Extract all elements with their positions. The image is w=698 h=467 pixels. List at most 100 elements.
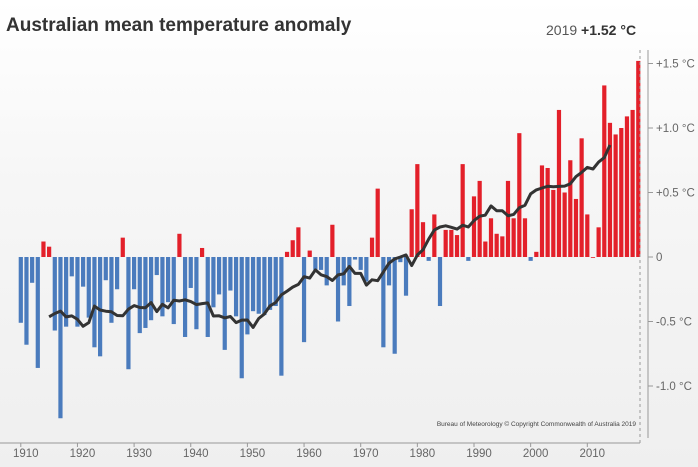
y-tick-label: +1.0 °C bbox=[656, 123, 695, 135]
bar-1918 bbox=[64, 257, 69, 327]
x-tick-label: 1910 bbox=[13, 448, 39, 460]
x-tick-label: 1960 bbox=[296, 448, 322, 460]
bar-1923 bbox=[92, 257, 97, 348]
bar-1951 bbox=[250, 257, 256, 312]
bar-1966 bbox=[335, 257, 341, 322]
bar-1944 bbox=[211, 257, 216, 308]
bar-2001 bbox=[534, 251, 539, 257]
x-axis-ticks: 1910 1920 1930 1940 1950 1960 1970 1980 1990 2000… bbox=[13, 443, 605, 460]
bar-1989 bbox=[466, 257, 471, 261]
bar-1973 bbox=[375, 188, 380, 257]
bar-1988 bbox=[460, 164, 465, 257]
bar-1992 bbox=[483, 241, 488, 257]
bar-2000 bbox=[528, 257, 533, 261]
bar-2012 bbox=[596, 227, 601, 257]
bar-1933 bbox=[148, 257, 154, 321]
credit-text: Bureau of Meteorology © Copyright Common… bbox=[437, 420, 637, 428]
bar-1927 bbox=[115, 257, 120, 290]
bar-1964 bbox=[324, 257, 329, 286]
bar-1932 bbox=[143, 257, 148, 328]
bar-1953 bbox=[262, 257, 267, 316]
bar-1921 bbox=[81, 257, 86, 287]
x-tick-label: 2010 bbox=[580, 448, 606, 460]
bar-1974 bbox=[381, 257, 386, 348]
bar-1955 bbox=[273, 257, 278, 307]
bar-1963 bbox=[318, 257, 324, 270]
bar-2002 bbox=[539, 165, 545, 257]
x-tick-label: 1940 bbox=[183, 448, 209, 460]
bar-1915 bbox=[47, 246, 52, 257]
bars bbox=[18, 60, 641, 419]
bar-1986 bbox=[449, 229, 454, 257]
bar-2019 bbox=[636, 60, 641, 257]
latest-anomaly: +1.52 °C bbox=[581, 22, 637, 38]
x-tick-label: 1970 bbox=[353, 448, 379, 460]
bar-1975 bbox=[386, 257, 392, 286]
bar-1945 bbox=[216, 257, 222, 295]
bar-1967 bbox=[341, 257, 346, 286]
bar-1914 bbox=[41, 241, 46, 257]
bar-1950 bbox=[245, 257, 250, 335]
bar-2017 bbox=[624, 116, 630, 257]
bar-1928 bbox=[120, 237, 125, 257]
bar-1984 bbox=[437, 257, 443, 307]
bar-1958 bbox=[290, 240, 295, 257]
bar-1971 bbox=[364, 257, 369, 282]
bar-2016 bbox=[619, 128, 624, 257]
bar-1980 bbox=[415, 164, 420, 257]
latest-year: 2019 bbox=[546, 22, 578, 38]
x-tick-label: 1920 bbox=[70, 448, 96, 460]
bar-2008 bbox=[573, 198, 579, 257]
bar-1938 bbox=[177, 233, 182, 257]
bar-2003 bbox=[545, 167, 550, 257]
bar-1917 bbox=[58, 257, 63, 419]
bar-1952 bbox=[256, 257, 261, 314]
bar-1936 bbox=[165, 257, 171, 303]
bar-1937 bbox=[171, 257, 176, 325]
bar-1997 bbox=[511, 218, 516, 257]
y-tick-label: -1.0 °C bbox=[656, 381, 692, 393]
y-tick-label: 0 bbox=[656, 252, 662, 264]
bar-1968 bbox=[347, 257, 352, 307]
bar-1941 bbox=[194, 257, 199, 330]
bar-1965 bbox=[330, 224, 335, 257]
bar-1959 bbox=[296, 227, 301, 257]
bar-1979 bbox=[409, 209, 414, 257]
bar-1981 bbox=[420, 222, 426, 257]
latest-value-readout: 2019 +1.52 °C bbox=[546, 22, 636, 38]
x-tick-label: 1930 bbox=[126, 448, 152, 460]
chart-title: Australian mean temperature anomaly bbox=[6, 15, 352, 36]
bar-1926 bbox=[109, 257, 114, 323]
bar-1970 bbox=[358, 257, 363, 270]
bar-2007 bbox=[568, 160, 573, 257]
bar-1993 bbox=[488, 218, 494, 257]
bar-2004 bbox=[551, 189, 556, 257]
bar-1996 bbox=[505, 180, 511, 257]
bar-1976 bbox=[392, 257, 397, 354]
bar-2009 bbox=[579, 138, 584, 257]
bar-1995 bbox=[500, 236, 505, 257]
bar-1961 bbox=[307, 250, 312, 257]
x-tick-label: 1990 bbox=[466, 448, 492, 460]
bar-1916 bbox=[52, 257, 57, 331]
bar-1947 bbox=[228, 257, 233, 291]
bar-1922 bbox=[86, 257, 91, 318]
y-tick-label: +1.5 °C bbox=[656, 59, 695, 71]
x-tick-label: 2000 bbox=[523, 448, 549, 460]
bar-1990 bbox=[471, 196, 477, 257]
bar-1946 bbox=[222, 257, 227, 350]
bar-1983 bbox=[432, 214, 437, 257]
bar-1929 bbox=[126, 257, 131, 370]
bar-1985 bbox=[443, 229, 448, 257]
trend-line bbox=[48, 144, 612, 329]
bar-1972 bbox=[369, 237, 375, 257]
bar-1931 bbox=[137, 257, 142, 334]
bar-1956 bbox=[279, 257, 284, 376]
bar-1942 bbox=[199, 247, 205, 257]
bar-1954 bbox=[267, 257, 273, 310]
bar-1919 bbox=[69, 257, 74, 277]
bar-1939 bbox=[182, 257, 188, 337]
y-axis-ticks: +1.5 °C +1.0 °C +0.5 °C 0 -0.5 °C -1.0 °C bbox=[648, 59, 695, 393]
bar-2010 bbox=[585, 214, 590, 257]
